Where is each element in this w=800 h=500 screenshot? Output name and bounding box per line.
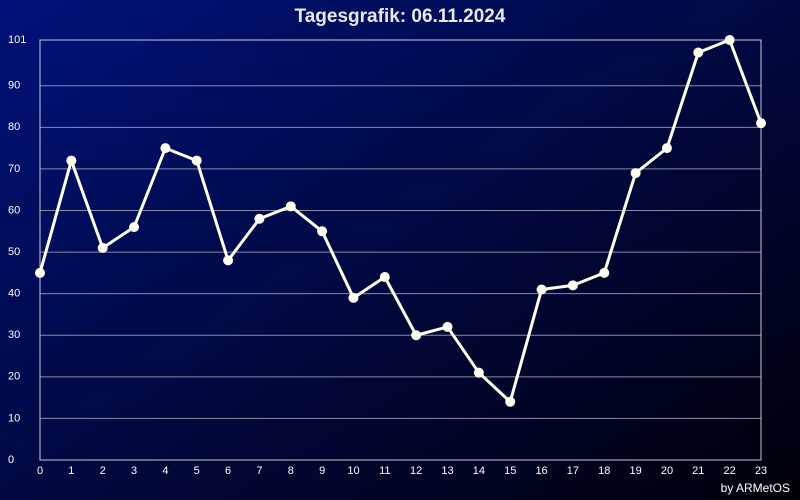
point	[191, 155, 202, 166]
x-tick-label: 20	[661, 465, 673, 477]
x-tick-label: 4	[162, 465, 168, 477]
x-tick-label: 17	[567, 465, 579, 477]
y-tick-label: 30	[8, 329, 20, 341]
x-tick-label: 5	[194, 465, 200, 477]
point	[599, 267, 610, 278]
x-tick-label: 2	[100, 465, 106, 477]
x-tick-label: 23	[755, 465, 767, 477]
y-tick-label: 60	[8, 204, 20, 216]
x-tick-label: 1	[68, 465, 74, 477]
y-tick-label: 10	[8, 412, 20, 424]
x-tick-label: 19	[629, 465, 641, 477]
point	[630, 168, 641, 179]
point	[66, 155, 77, 166]
point	[97, 242, 108, 253]
line	[38, 38, 763, 404]
point	[505, 396, 516, 407]
plot-border	[39, 39, 762, 461]
point	[317, 226, 328, 237]
point	[254, 213, 265, 224]
point	[756, 118, 766, 129]
point	[285, 201, 296, 212]
y-tick-label: 90	[8, 80, 20, 92]
x-tick-label: 15	[504, 465, 516, 477]
point	[473, 367, 484, 378]
x-tick-label: 16	[535, 465, 547, 477]
y-tick-label: 50	[8, 246, 20, 258]
x-tick-label: 9	[319, 465, 325, 477]
x-tick-label: 3	[131, 465, 137, 477]
x-tick-label: 7	[256, 465, 262, 477]
point	[661, 143, 672, 154]
x-tick-label: 8	[288, 465, 294, 477]
x-tick-label: 0	[37, 465, 43, 477]
credit: by ARMetOS	[721, 481, 790, 495]
point	[160, 143, 171, 154]
point	[223, 255, 234, 266]
y-tick-label: 70	[8, 163, 20, 175]
point	[693, 47, 704, 58]
point	[379, 272, 390, 283]
point	[348, 292, 359, 303]
y-tick-label: 101	[8, 34, 26, 46]
x-tick-label: 18	[598, 465, 610, 477]
point	[411, 330, 422, 341]
y-tick-label: 20	[8, 371, 20, 383]
point	[129, 222, 140, 233]
x-tick-label: 11	[379, 465, 390, 477]
point	[567, 280, 578, 291]
x-tick-label: 6	[225, 465, 231, 477]
x-tick-label: 10	[347, 465, 359, 477]
x-tick-label: 21	[692, 465, 704, 477]
x-tick-label: 12	[410, 465, 422, 477]
point	[35, 267, 45, 278]
chart-title: Tagesgrafik: 06.11.2024	[295, 6, 506, 27]
point	[724, 35, 735, 45]
x-tick-label: 22	[724, 465, 736, 477]
y-tick-label: 80	[8, 121, 20, 133]
point	[442, 321, 453, 332]
x-tick-label: 13	[441, 465, 453, 477]
point	[536, 284, 547, 295]
x-tick-label: 14	[473, 465, 485, 477]
y-tick-label: 40	[8, 288, 20, 300]
y-tick-label: 0	[8, 454, 14, 466]
